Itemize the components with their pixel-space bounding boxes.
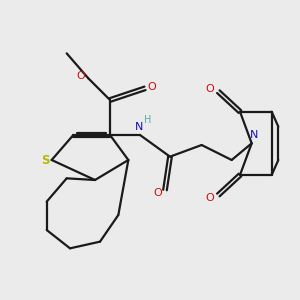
Text: O: O [206,84,214,94]
Text: H: H [144,115,152,125]
Text: O: O [153,188,162,198]
Text: O: O [76,71,85,81]
Text: N: N [135,122,143,132]
Text: O: O [147,82,156,92]
Text: S: S [41,154,50,166]
Text: O: O [206,193,214,203]
Text: N: N [250,130,259,140]
